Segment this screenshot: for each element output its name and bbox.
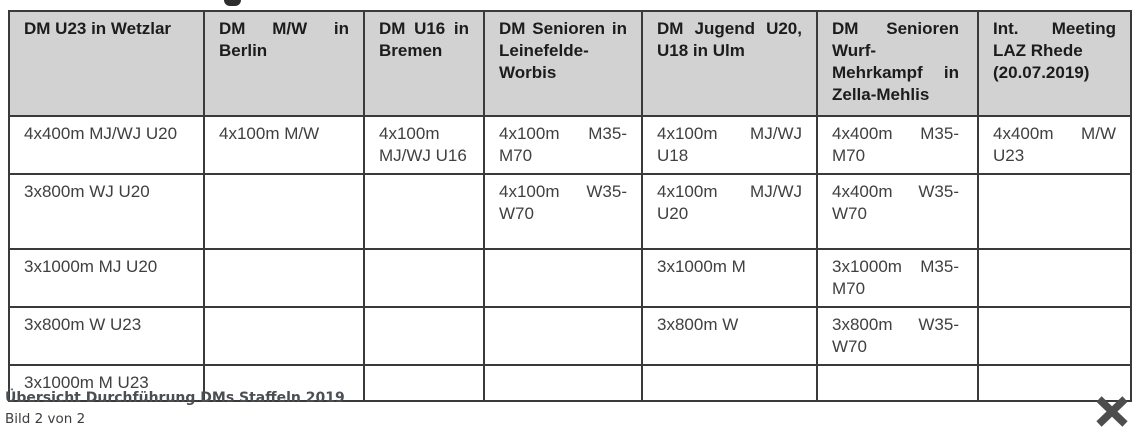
table-cell (363, 248, 485, 308)
table-cell: 3x800m WJ U20 (8, 173, 205, 250)
image-counter: Bild 2 von 2 (5, 411, 86, 427)
table-cell: 3x1000m M (641, 248, 818, 308)
table-cell (977, 364, 1132, 402)
table-cell: 4x100m MJ/WJ U18 (641, 115, 818, 175)
table-row: 4x400m MJ/WJ U20 4x100m M/W 4x100m MJ/WJ… (8, 115, 1132, 175)
table-cell (203, 364, 365, 402)
column-header-berlin: DM M/W in Berlin (203, 10, 365, 117)
column-header-bremen: DM U16 in Bremen (363, 10, 485, 117)
table-cell: 4x100m M35-M70 (483, 115, 643, 175)
dm-staffeln-table: DM U23 in Wetzlar DM M/W in Berlin DM U1… (8, 10, 1132, 402)
table-cell: 3x800m W (641, 306, 818, 366)
table-row: 3x800m W U23 3x800m W 3x800m W35-W70 (8, 306, 1132, 366)
table-cell: 4x100m M/W (203, 115, 365, 175)
table-cell (977, 306, 1132, 366)
table-header-row: DM U23 in Wetzlar DM M/W in Berlin DM U1… (8, 10, 1132, 117)
table-cell (363, 306, 485, 366)
table-cell: 3x1000m M U23 (8, 364, 205, 402)
column-header-ulm: DM Jugend U20, U18 in Ulm (641, 10, 818, 117)
table-cell (363, 364, 485, 402)
table-cell: 3x800m W35-W70 (816, 306, 979, 366)
table-cell (203, 306, 365, 366)
table-cell (641, 364, 818, 402)
table-cell (483, 248, 643, 308)
table-cell (977, 248, 1132, 308)
table-cell: 4x400m M35-M70 (816, 115, 979, 175)
table-cell: 4x400m M/W U23 (977, 115, 1132, 175)
table-cell: 3x1000m M35-M70 (816, 248, 979, 308)
table-cell (483, 306, 643, 366)
column-header-leinefelde-worbis: DM Senioren in Leinefelde-Worbis (483, 10, 643, 117)
table-cell: 4x100m MJ/WJ U16 (363, 115, 485, 175)
table-row: 3x800m WJ U20 4x100m W35-W70 4x100m MJ/W… (8, 173, 1132, 250)
table-cell (816, 364, 979, 402)
image-crop-artifact (224, 0, 241, 6)
image-caption: Übersicht Durchführung DMs Staffeln 2019 (5, 390, 345, 406)
table-cell (977, 173, 1132, 250)
table-cell: 4x100m W35-W70 (483, 173, 643, 250)
table-cell: 4x100m MJ/WJ U20 (641, 173, 818, 250)
table-row: 3x1000m MJ U20 3x1000m M 3x1000m M35-M70 (8, 248, 1132, 308)
table-cell (203, 173, 365, 250)
table-cell: 3x1000m MJ U20 (8, 248, 205, 308)
column-header-laz-rhede: Int. Meeting LAZ Rhede (20.07.2019) (977, 10, 1132, 117)
table-cell: 4x400m MJ/WJ U20 (8, 115, 205, 175)
table-cell (203, 248, 365, 308)
close-button[interactable] (1091, 391, 1133, 431)
table-cell: 3x800m W U23 (8, 306, 205, 366)
table-cell (363, 173, 485, 250)
close-icon (1095, 395, 1129, 427)
table-cell: 4x400m W35-W70 (816, 173, 979, 250)
table-row: 3x1000m M U23 (8, 364, 1132, 402)
column-header-zella-mehlis: DM Senioren Wurf-Mehrkampf in Zella-Mehl… (816, 10, 979, 117)
table-cell (483, 364, 643, 402)
column-header-wetzlar: DM U23 in Wetzlar (8, 10, 205, 117)
